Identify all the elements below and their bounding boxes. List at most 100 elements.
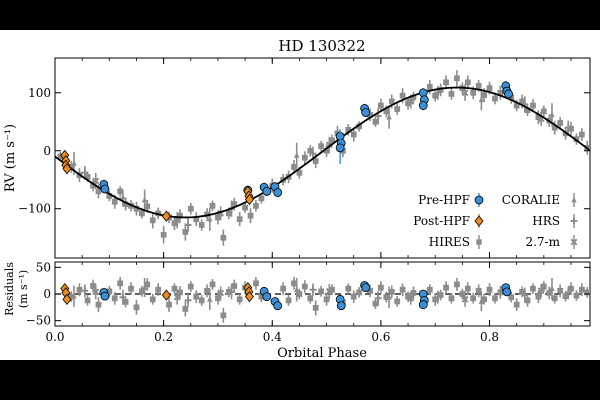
rv-hires-point [540,108,547,115]
rv-hires-point [139,210,145,217]
resid-hrs-point [119,293,127,301]
rv-series-hires [57,70,590,246]
rv-post-hpf-point [244,193,254,206]
rv-hires-point [448,91,455,97]
rv-hires-point [258,195,265,202]
resid-coralie-point [71,292,77,299]
rv-post-hpf-point [161,210,171,222]
rv-2-7-m-point [92,177,100,185]
resid-hires-point [285,297,292,304]
x-tick-label: 0.4 [263,330,282,344]
rv-hires-point [133,205,140,212]
resid-series-pre-hpf [99,281,512,311]
rv-hires-point [95,188,102,195]
rv-panel: −100 0 100 [18,57,591,259]
rv-hires-point [220,234,227,241]
y-tick-label: 0 [43,287,51,301]
rv-hires-point [171,220,178,227]
rv-hires-point [475,82,482,89]
resid-series-coralie [71,278,555,312]
resid-hires-point [584,289,590,296]
rv-hires-point [253,202,259,209]
resid-hires-point [557,287,564,294]
resid-2-7-m-point [173,293,181,301]
resid-hires-point [568,285,574,292]
rv-hires-point [383,108,390,115]
resid-hires-point [437,292,444,298]
resid-hires-point [193,293,200,300]
rv-hires-point [410,94,417,101]
rv-hires-point [144,203,151,210]
resid-hires-point [117,280,124,287]
legend-label-2-7-m: 2.7-m [525,235,560,249]
resid-series-post-hpf [60,281,254,305]
rv-hires-point [117,188,124,195]
resid-hires-point [291,280,297,287]
resid-2-7-m-point [537,287,545,295]
x-tick-label: 0.0 [45,330,64,344]
rv-hires-point [394,106,401,112]
resid-hires-point [76,286,83,293]
resid-hrs-point [309,286,317,294]
resid-hires-point [236,296,243,303]
rv-hires-point [193,216,200,223]
rv-hires-point [454,75,460,82]
rv-hires-point [209,202,216,209]
resid-hires-point [410,290,417,296]
rv-hires-point [149,217,156,224]
resid-hrs-point [228,288,235,296]
rv-pre-hpf-point [335,143,345,153]
resid-hires-point [139,288,145,295]
resid-hires-point [90,283,96,289]
resid-hires-point [459,291,466,297]
resid-pre-hpf-point [361,283,371,293]
rv-hires-point [323,147,330,154]
rv-hires-point [578,131,585,138]
resid-hires-point [481,296,487,303]
resid-hires-point [258,293,265,300]
resid-hires-point [443,284,449,291]
legend-label-post-hpf: Post-HPF [413,214,470,228]
resid-hires-point [182,306,189,312]
rv-pre-hpf-point [262,186,272,196]
resid-hires-point [578,286,585,293]
rv-hires-point [187,205,194,212]
rv-hires-point [568,125,574,132]
resid-hires-point [111,295,118,302]
resid-hires-point [367,287,373,294]
resid-hires-point [68,293,75,300]
resid-hrs-point [184,297,192,304]
resid-pre-hpf-point [273,301,283,311]
model-curve [55,86,590,219]
rv-hires-point [470,89,477,96]
rv-hires-point [122,201,129,207]
resid-coralie-point [141,284,148,290]
rv-2-7-m-point [407,98,415,105]
resid-coralie-point [549,285,555,292]
legend: Pre-HPF CORALIE Post-HPF HRS HIRES 2.7-m [413,193,578,249]
resid-coralie-point [293,286,300,293]
y-tick-label: 50 [36,260,51,274]
x-tick-label: 0.2 [154,330,173,344]
resid-hires-point [155,286,162,293]
rv-hires-point [464,79,471,86]
rv-series-coralie [71,89,555,231]
rv-hires-point [177,212,183,219]
resid-hrs-point [564,289,572,297]
resid-hires-point [492,295,498,302]
rv-hires-point [437,87,444,93]
rv-hires-point [301,154,308,161]
resid-data [60,276,590,323]
rv-coralie-point [293,151,300,158]
rv-hires-point [345,127,352,133]
resid-hires-point [394,298,401,305]
legend-marker-hires [476,239,482,245]
legend-marker-post-hpf [474,215,484,227]
rv-hires-point [497,89,504,96]
rv-hires-point [231,201,238,207]
resid-hires-point [307,295,314,302]
legend-label-coralie: CORALIE [502,193,560,207]
rv-hires-point [68,164,75,170]
rv-hires-point [367,111,373,118]
